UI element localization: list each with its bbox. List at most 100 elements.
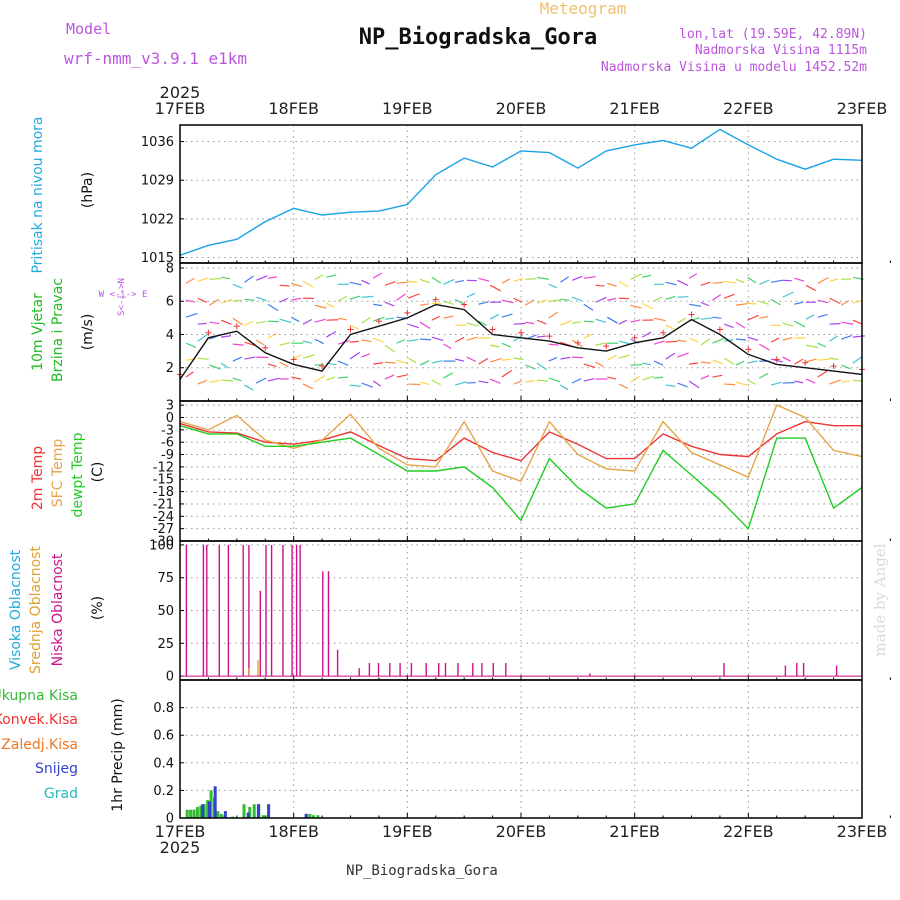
wind-barb [724, 383, 736, 386]
wind-barb [571, 275, 583, 281]
y-tick-label: 1029 [141, 174, 174, 189]
wind-barb [372, 337, 384, 343]
wind-barb [723, 293, 735, 299]
temp-dewpt-label: dewpt Temp [70, 432, 86, 517]
wind-barb [244, 275, 254, 283]
wind-barb [349, 351, 361, 360]
precip-bar [208, 801, 211, 818]
wind-barb [688, 337, 699, 343]
wind-barb [817, 313, 828, 318]
cloud-bar [218, 544, 220, 676]
wind-barb [653, 340, 665, 345]
wind-barb [829, 357, 839, 361]
wind-barb [255, 275, 268, 281]
cloud-bar [481, 663, 483, 677]
cloud-bar [265, 544, 267, 676]
wind-barb [770, 337, 780, 343]
y-tick-label: 0.2 [153, 784, 174, 799]
wind-barb [431, 336, 444, 342]
wind-barb [361, 295, 374, 298]
wind-barb [302, 280, 314, 288]
x-tick-label-bottom: 21FEB [609, 822, 660, 841]
y-tick-label: 1022 [141, 212, 174, 227]
precip-bar [209, 790, 213, 818]
wind-barb [805, 284, 817, 292]
wind-barb [326, 376, 336, 381]
y-tick-label: 50 [157, 604, 174, 619]
wind-barb [466, 336, 478, 341]
wind-barb [337, 295, 348, 302]
wind-barb [302, 340, 312, 344]
precip-bar [195, 807, 199, 818]
wind-title: 10m Vjetar [30, 293, 46, 371]
y-tick-label: -15 [153, 473, 174, 488]
y-tick-label: -9 [161, 448, 174, 463]
wind-barb [712, 359, 724, 365]
wind-barb [536, 319, 547, 325]
wind-barb [595, 284, 605, 287]
x-tick-label-top: 17FEB [155, 99, 206, 118]
wind-compass-ns: S<-|->N [117, 278, 127, 316]
wind-barb [606, 354, 617, 361]
wind-barb [583, 377, 595, 382]
wind-barb [653, 360, 664, 366]
x-tick-label-top: 22FEB [723, 99, 774, 118]
wind-barb [197, 297, 208, 303]
wind-barb [829, 323, 841, 325]
precip-bar [267, 804, 271, 818]
wind-barb [197, 357, 209, 361]
precip-bar [261, 815, 265, 818]
precip-bar [246, 812, 250, 818]
wind-barb [642, 274, 652, 278]
wind-barb [618, 280, 629, 288]
wind-barb [337, 360, 349, 366]
wind-barb [361, 353, 371, 358]
model-elevation-label: Nadmorska Visina u modelu 1452.52m [601, 60, 867, 75]
wind-barb [665, 340, 678, 343]
cloud-bar [295, 544, 298, 676]
wind-barb [443, 343, 452, 350]
wind-barb [618, 383, 629, 389]
wind-barb [735, 338, 746, 341]
cloud-bar [327, 571, 330, 677]
wind-barb [232, 299, 242, 302]
wind-barb [571, 296, 582, 302]
wind-barb [373, 303, 383, 307]
wind-barb [302, 318, 313, 325]
wind-barb [291, 282, 302, 288]
cloud-bar [291, 544, 293, 676]
cloud-bar [589, 673, 591, 676]
wind-barb [618, 354, 630, 359]
cloud-bar [389, 663, 391, 677]
wind-barb [209, 321, 220, 325]
wind-barb [607, 376, 617, 380]
wind-barb [501, 299, 514, 304]
precip-hail-label: Grad [44, 786, 78, 802]
cloud-bar [202, 544, 205, 676]
wind-barb [653, 317, 666, 322]
wind-barb [852, 379, 863, 382]
wind-barb [525, 321, 535, 325]
wind-barb [595, 296, 607, 303]
wind-series-line [179, 303, 863, 380]
wind-barb [361, 279, 370, 285]
wind-barb [805, 358, 817, 363]
wind-barb [536, 276, 549, 280]
precip-bar [213, 786, 217, 818]
cloud-unit: (%) [90, 596, 106, 620]
wind-barb [232, 356, 243, 362]
precip-bar [189, 809, 193, 818]
wind-barb [396, 339, 406, 344]
y-tick-label: 0.6 [153, 729, 174, 744]
wind-barb [840, 364, 851, 370]
cloud-bar [270, 544, 273, 676]
x-tick-label-top: 20FEB [496, 99, 547, 118]
wind-barb [794, 380, 804, 384]
wind-barb [443, 278, 455, 285]
temp-2m-label: 2m Temp [30, 446, 46, 510]
y-tick-label: -27 [153, 522, 174, 537]
wind-barb [267, 303, 279, 312]
y-tick-label: 4 [166, 328, 174, 343]
plot-layer: 1015102210291036246830-3-6-9-12-15-18-21… [141, 99, 891, 841]
wind-barb [571, 378, 582, 384]
